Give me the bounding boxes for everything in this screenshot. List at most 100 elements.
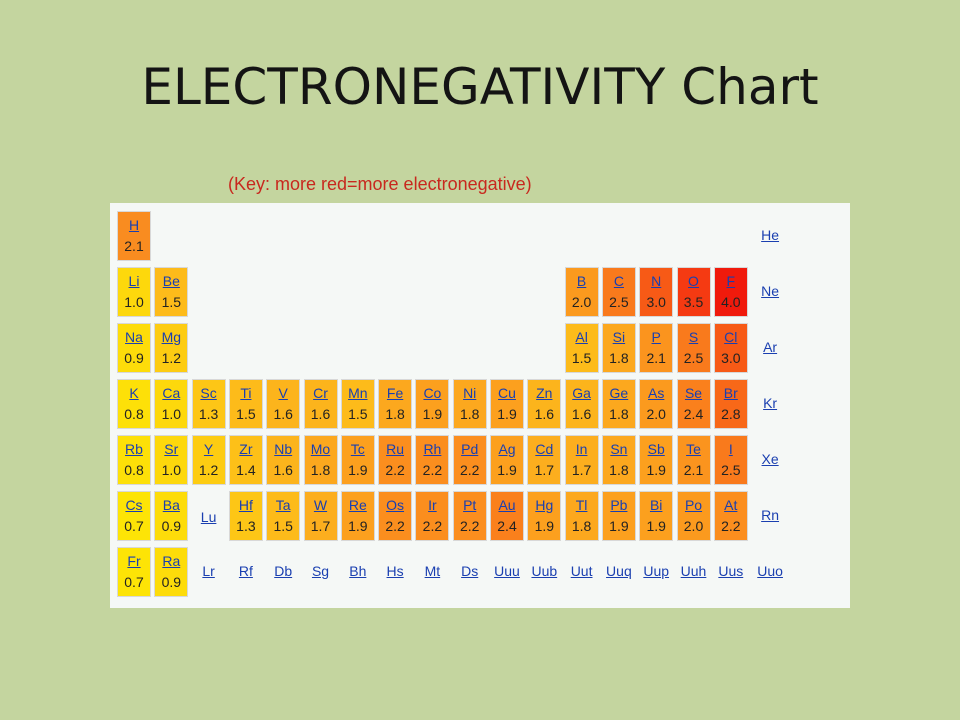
element-symbol-link[interactable]: Hf — [238, 497, 253, 513]
element-cell-uuo: Uuo — [751, 547, 789, 597]
element-symbol-link[interactable]: Uuo — [757, 563, 783, 579]
element-symbol-link[interactable]: I — [728, 441, 733, 457]
element-symbol-link[interactable]: C — [613, 273, 624, 289]
element-symbol-link[interactable]: B — [576, 273, 587, 289]
element-symbol-link[interactable]: Lu — [200, 509, 217, 525]
element-symbol-link[interactable]: Re — [348, 497, 367, 513]
element-symbol-link[interactable]: Ne — [761, 283, 780, 299]
element-symbol-link[interactable]: Uub — [531, 563, 558, 579]
element-symbol-link[interactable]: P — [651, 329, 661, 345]
element-symbol-link[interactable]: Rb — [125, 441, 143, 457]
element-symbol-link[interactable]: Ir — [428, 497, 437, 513]
element-symbol-link[interactable]: Si — [612, 329, 626, 345]
element-symbol-link[interactable]: Be — [162, 273, 180, 289]
element-symbol-link[interactable]: Ar — [763, 339, 778, 355]
element-symbol-link[interactable]: As — [648, 385, 665, 401]
element-symbol-link[interactable]: Os — [386, 497, 405, 513]
element-symbol-link[interactable]: Fe — [386, 385, 404, 401]
element-symbol-link[interactable]: Zn — [536, 385, 553, 401]
element-symbol-link[interactable]: Uuh — [680, 563, 707, 579]
element-symbol-link[interactable]: In — [575, 441, 588, 457]
element-symbol-link[interactable]: Uuq — [606, 563, 632, 579]
element-symbol-link[interactable]: Uut — [570, 563, 593, 579]
element-symbol-link[interactable]: Ge — [609, 385, 629, 401]
element-symbol-link[interactable]: Nb — [274, 441, 293, 457]
element-symbol-link[interactable]: Rf — [238, 563, 253, 579]
element-symbol-link[interactable]: Mn — [348, 385, 368, 401]
element-symbol-link[interactable]: Zr — [239, 441, 253, 457]
element-symbol-link[interactable]: Na — [125, 329, 143, 345]
element-symbol-link[interactable]: K — [129, 385, 139, 401]
element-symbol-link[interactable]: Mt — [424, 563, 441, 579]
element-symbol-link[interactable]: Hg — [535, 497, 554, 513]
element-symbol-link[interactable]: Te — [686, 441, 701, 457]
element-cell-c: C 2.5 — [601, 267, 636, 317]
element-symbol-link[interactable]: At — [724, 497, 738, 513]
electronegativity-value: 1.9 — [609, 518, 629, 534]
element-cell-li: Li 1.0 — [117, 267, 151, 317]
element-symbol-link[interactable]: W — [313, 497, 328, 513]
element-symbol-link[interactable]: Cd — [535, 441, 554, 457]
electronegativity-value: 0.9 — [161, 574, 182, 590]
element-symbol-link[interactable]: Mo — [310, 441, 331, 457]
element-symbol-link[interactable]: Al — [575, 329, 588, 345]
element-symbol-link[interactable]: Tl — [575, 497, 588, 513]
element-symbol-link[interactable]: Cu — [498, 385, 516, 401]
element-symbol-link[interactable]: Ga — [572, 385, 591, 401]
element-symbol-link[interactable]: Br — [723, 385, 738, 401]
element-symbol-link[interactable]: Rh — [423, 441, 442, 457]
element-symbol-link[interactable]: O — [688, 273, 699, 289]
electronegativity-value: 1.3 — [236, 518, 256, 534]
element-symbol-link[interactable]: Bh — [349, 563, 367, 579]
element-symbol-link[interactable]: F — [726, 273, 736, 289]
element-symbol-link[interactable]: Co — [423, 385, 442, 401]
element-symbol-link[interactable]: Au — [498, 497, 516, 513]
element-symbol-link[interactable]: Fr — [127, 553, 141, 569]
element-symbol-link[interactable]: Ta — [275, 497, 291, 513]
element-symbol-link[interactable]: Pt — [463, 497, 477, 513]
element-symbol-link[interactable]: He — [761, 227, 780, 243]
element-symbol-link[interactable]: Bi — [649, 497, 663, 513]
element-symbol-link[interactable]: Y — [203, 441, 214, 457]
element-symbol-link[interactable]: H — [128, 217, 140, 233]
element-symbol-link[interactable]: Kr — [763, 395, 778, 411]
element-symbol-link[interactable]: Tc — [350, 441, 365, 457]
element-symbol-link[interactable]: Pb — [610, 497, 628, 513]
element-symbol-link[interactable]: Uup — [643, 563, 670, 579]
element-cell-mn: Mn 1.5 — [340, 379, 375, 429]
element-symbol-link[interactable]: V — [278, 385, 288, 401]
element-cell-rb: Rb 0.8 — [117, 435, 151, 485]
element-symbol-link[interactable]: Se — [684, 385, 703, 401]
element-symbol-link[interactable]: Ca — [162, 385, 181, 401]
element-symbol-link[interactable]: Sc — [200, 385, 217, 401]
element-symbol-link[interactable]: Cs — [125, 497, 143, 513]
element-cell-fe: Fe 1.8 — [378, 379, 413, 429]
element-symbol-link[interactable]: Uus — [718, 563, 744, 579]
element-cell-re: Re 1.9 — [340, 491, 375, 541]
element-symbol-link[interactable]: Ra — [162, 553, 181, 569]
element-symbol-link[interactable]: Li — [128, 273, 140, 289]
element-symbol-link[interactable]: Sn — [610, 441, 628, 457]
element-symbol-link[interactable]: Lr — [202, 563, 215, 579]
element-symbol-link[interactable]: Mg — [161, 329, 182, 345]
element-symbol-link[interactable]: Cl — [724, 329, 738, 345]
element-symbol-link[interactable]: Ti — [240, 385, 252, 401]
element-symbol-link[interactable]: Ds — [461, 563, 479, 579]
element-symbol-link[interactable]: Sb — [647, 441, 665, 457]
element-symbol-link[interactable]: Uuu — [494, 563, 520, 579]
element-symbol-link[interactable]: Rn — [761, 507, 780, 523]
element-symbol-link[interactable]: Xe — [761, 451, 779, 467]
element-symbol-link[interactable]: Hs — [386, 563, 404, 579]
element-symbol-link[interactable]: Po — [684, 497, 703, 513]
element-symbol-link[interactable]: Ag — [498, 441, 516, 457]
element-symbol-link[interactable]: Pd — [461, 441, 479, 457]
element-symbol-link[interactable]: Sg — [311, 563, 330, 579]
element-symbol-link[interactable]: S — [688, 329, 699, 345]
element-symbol-link[interactable]: Ru — [386, 441, 405, 457]
element-symbol-link[interactable]: Ni — [463, 385, 477, 401]
element-symbol-link[interactable]: Ba — [162, 497, 180, 513]
element-symbol-link[interactable]: Sr — [164, 441, 179, 457]
element-symbol-link[interactable]: Db — [274, 563, 293, 579]
element-symbol-link[interactable]: Cr — [313, 385, 328, 401]
element-symbol-link[interactable]: N — [651, 273, 662, 289]
